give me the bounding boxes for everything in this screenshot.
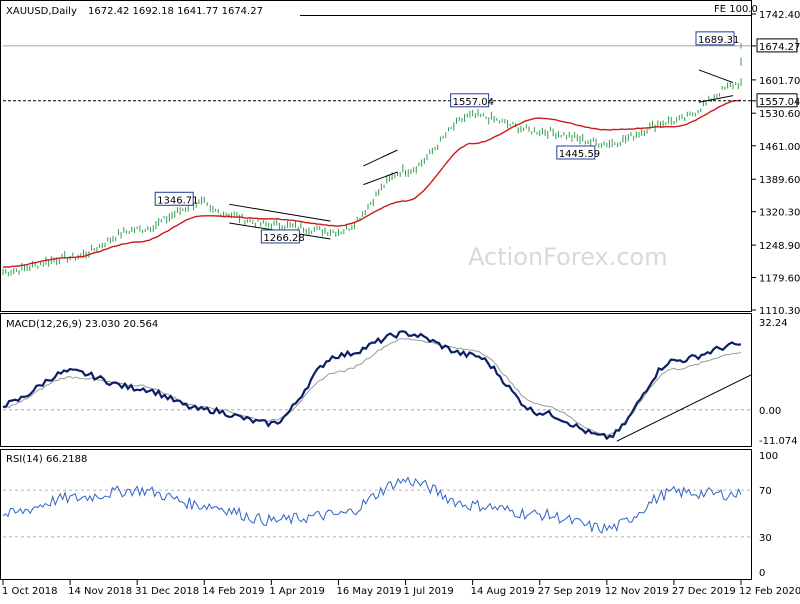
rsi-tick-label: 30: [759, 533, 772, 544]
macd-trend-line: [616, 373, 753, 442]
date-tick-label: 1 Apr 2019: [269, 586, 324, 597]
price-tick-label: 1110.30: [759, 306, 800, 317]
date-tick-label: 12 Nov 2019: [605, 586, 669, 597]
axis-layer: 1742.401674.271601.701557.041530.601461.…: [2, 10, 800, 597]
level-label-box: [695, 31, 735, 46]
price-box: [756, 93, 798, 108]
date-tick-label: 31 Dec 2018: [135, 586, 199, 597]
level-label: 1557.04: [453, 97, 494, 108]
price-tick-label: 1557.04: [759, 97, 800, 108]
rsi-tick-label: 100: [759, 451, 778, 462]
ohlc-label: 1672.42 1692.18 1641.77 1674.27: [88, 6, 263, 17]
watermark: ActionForex.com: [468, 243, 668, 271]
price-tick-label: 1530.60: [759, 109, 800, 120]
date-tick-label: 16 May 2019: [336, 586, 401, 597]
level-label: 1445.59: [559, 149, 600, 160]
date-tick-label: 12 Feb 2020: [739, 586, 800, 597]
price-panel-frame: [0, 0, 752, 312]
macd-signal-line: [2, 338, 742, 436]
rsi-panel-frame: [0, 449, 752, 580]
macd-tick-label: -11.074: [759, 436, 798, 447]
price-tick-label: 1179.60: [759, 274, 800, 285]
price-tick-label: 1320.30: [759, 208, 800, 219]
rsi-layer: [2, 476, 750, 538]
date-tick-label: 1 Oct 2018: [2, 586, 57, 597]
label-layer: 1346.71 1266.28 1557.04 1445.59 1689.31: [154, 31, 739, 244]
price-tick-label: 1389.60: [759, 175, 800, 186]
macd-line: [2, 330, 742, 441]
rsi-title: RSI(14) 66.2188: [6, 454, 87, 465]
wedge-upper-line: [229, 203, 331, 222]
rsi-tick-label: 70: [759, 486, 772, 497]
level-label: 1266.28: [263, 233, 304, 244]
macd-layer: [2, 330, 753, 442]
rsi-line: [2, 476, 742, 535]
price-box: [756, 38, 798, 53]
level-label-box: [450, 93, 490, 108]
price-tick-label: 1742.40: [759, 10, 800, 21]
flag-lower-line: [363, 171, 398, 186]
macd-tick-label: 32.24: [759, 318, 788, 329]
level-label: 1689.31: [698, 35, 739, 46]
level-label: 1346.71: [157, 195, 198, 206]
date-tick-label: 14 Nov 2018: [68, 586, 132, 597]
price-tick-label: 1674.27: [759, 42, 800, 53]
date-tick-label: 27 Sep 2019: [538, 586, 601, 597]
level-label-box: [556, 145, 596, 160]
macd-title: MACD(12,26,9) 23.030 20.564: [6, 319, 158, 330]
rsi-tick-label: 0: [759, 568, 765, 579]
moving-average-line: [2, 99, 742, 268]
level-label-box: [260, 229, 300, 244]
date-tick-label: 27 Dec 2019: [672, 586, 736, 597]
macd-panel-frame: [0, 313, 752, 447]
price-layer: [2, 43, 752, 277]
level-label-box: [154, 191, 194, 206]
macd-tick-label: 0.00: [759, 406, 781, 417]
symbol-label: XAUUSD,Daily: [6, 6, 77, 17]
date-tick-label: 14 Aug 2019: [471, 586, 535, 597]
price-tick-label: 1461.00: [759, 142, 800, 153]
date-tick-label: 1 Jul 2019: [404, 586, 454, 597]
date-tick-label: 14 Feb 2019: [202, 586, 264, 597]
fe-label: FE 100.0: [714, 4, 758, 15]
price-tick-label: 1248.90: [759, 241, 800, 252]
triangle-upper-line: [698, 69, 734, 84]
flag-upper-line: [363, 149, 398, 167]
triangle-lower-line: [698, 95, 734, 103]
price-tick-label: 1601.70: [759, 76, 800, 87]
